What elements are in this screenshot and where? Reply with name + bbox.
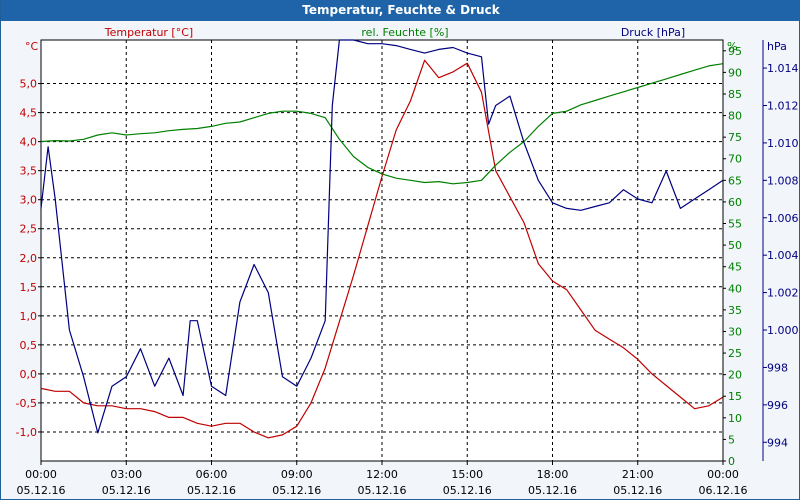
date-tick-label: 05.12.16 (272, 484, 321, 497)
time-tick-label: 15:00 (451, 468, 483, 481)
time-axis-ticks: 00:00 05.12.16 03:00 05.12.16 06:00 05.12.16 0… (17, 461, 748, 497)
temperature-tick-label: 0,5 (20, 339, 38, 352)
temperature-axis-label: Temperatur [°C] (104, 26, 193, 39)
humidity-tick-label: 5 (728, 433, 735, 446)
humidity-tick-label: 70 (728, 153, 742, 166)
pressure-tick-label: 1.014 (767, 62, 799, 75)
time-tick-label: 18:00 (537, 468, 569, 481)
temperature-unit: °C (25, 40, 39, 53)
chart-title: Temperatur, Feuchte & Druck (1, 0, 800, 21)
time-tick-label: 09:00 (281, 468, 313, 481)
pressure-tick-label: 1.010 (767, 137, 799, 150)
time-tick-label: 21:00 (622, 468, 654, 481)
humidity-tick-label: 25 (728, 347, 742, 360)
humidity-tick-label: 95 (728, 45, 742, 58)
series-line-temperature (40, 59, 724, 439)
temperature-tick-label: 2,5 (20, 223, 38, 236)
time-tick-label: 06:00 (196, 468, 228, 481)
date-tick-label: 05.12.16 (358, 484, 407, 497)
humidity-tick-label: 45 (728, 261, 742, 274)
temperature-tick-label: 5,0 (20, 78, 38, 91)
humidity-unit: % (727, 40, 737, 53)
date-tick-label: 05.12.16 (187, 484, 236, 497)
pressure-axis-ticks: 994 996 998 1.000 1.002 1.004 1.006 1.008 1.010 1… (763, 62, 799, 449)
humidity-tick-label: 60 (728, 196, 742, 209)
humidity-tick-label: 20 (728, 369, 742, 382)
humidity-tick-label: 90 (728, 66, 742, 79)
humidity-tick-label: 65 (728, 174, 742, 187)
temperature-tick-label: 0,0 (20, 368, 38, 381)
humidity-tick-label: 80 (728, 110, 742, 123)
humidity-tick-label: 0 (728, 455, 735, 468)
data-series (40, 39, 724, 439)
pressure-unit: hPa (767, 40, 787, 53)
humidity-tick-label: 85 (728, 88, 742, 101)
temperature-tick-label: 3,5 (20, 165, 38, 178)
series-line-pressure (40, 39, 724, 434)
temperature-axis-ticks: -1,0 -0,5 0,0 0,5 1,0 1,5 2,0 2,5 3,0 3,5 4,0 4,5 5,… (16, 78, 41, 439)
humidity-axis-ticks: 0 5 10 15 20 25 30 35 40 45 50 55 60 65 70 75 80 85 90 95 (723, 45, 742, 468)
pressure-tick-label: 1.004 (767, 249, 799, 262)
pressure-tick-label: 1.008 (767, 174, 799, 187)
pressure-tick-label: 998 (767, 361, 788, 374)
humidity-tick-label: 50 (728, 239, 742, 252)
date-tick-label: 05.12.16 (443, 484, 492, 497)
temperature-tick-label: 2,0 (20, 252, 38, 265)
pressure-tick-label: 996 (767, 399, 788, 412)
date-tick-label: 05.12.16 (102, 484, 151, 497)
temperature-tick-label: -0,5 (16, 397, 37, 410)
pressure-tick-label: 1.002 (767, 287, 799, 300)
humidity-tick-label: 55 (728, 218, 742, 231)
humidity-tick-label: 35 (728, 304, 742, 317)
pressure-tick-label: 994 (767, 436, 788, 449)
humidity-tick-label: 15 (728, 390, 742, 403)
grid-lines (41, 40, 723, 461)
pressure-tick-label: 1.012 (767, 99, 799, 112)
pressure-axis-label: Druck [hPa] (621, 26, 685, 39)
time-tick-label: 12:00 (366, 468, 398, 481)
humidity-tick-label: 10 (728, 412, 742, 425)
temperature-tick-label: 1,0 (20, 310, 38, 323)
pressure-tick-label: 1.000 (767, 324, 799, 337)
time-tick-label: 00:00 (25, 468, 57, 481)
temperature-tick-label: 1,5 (20, 281, 38, 294)
temperature-tick-label: -1,0 (16, 426, 37, 439)
date-tick-label: 06.12.16 (699, 484, 748, 497)
temperature-tick-label: 3,0 (20, 194, 38, 207)
humidity-tick-label: 75 (728, 131, 742, 144)
date-tick-label: 05.12.16 (528, 484, 577, 497)
temperature-tick-label: 4,0 (20, 136, 38, 149)
temperature-tick-label: 4,5 (20, 107, 38, 120)
time-tick-label: 03:00 (110, 468, 142, 481)
humidity-tick-label: 40 (728, 282, 742, 295)
series-line-humidity (40, 63, 724, 185)
pressure-tick-label: 1.006 (767, 212, 799, 225)
time-tick-label: 00:00 (707, 468, 739, 481)
humidity-axis-label: rel. Feuchte [%] (361, 26, 448, 39)
date-tick-label: 05.12.16 (17, 484, 66, 497)
humidity-tick-label: 30 (728, 325, 742, 338)
date-tick-label: 05.12.16 (613, 484, 662, 497)
